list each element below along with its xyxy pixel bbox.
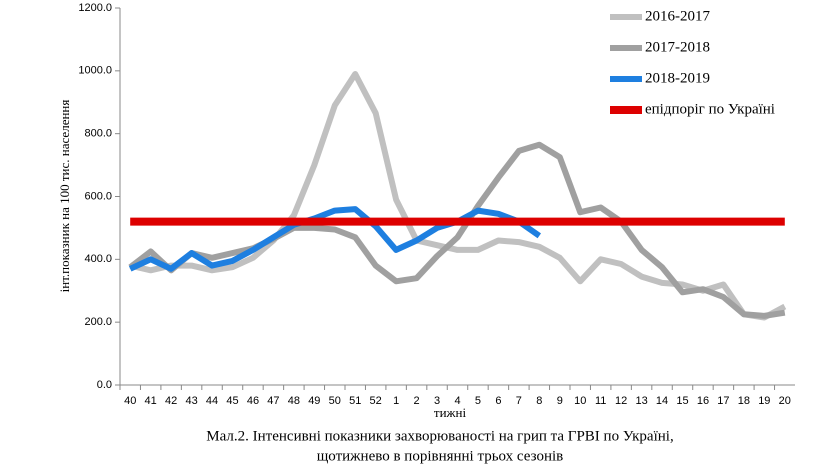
x-tick-label: 52 (370, 395, 382, 407)
x-tick-label: 18 (738, 395, 750, 407)
x-tick-label: 12 (615, 395, 627, 407)
y-tick-label: 400.0 (84, 253, 112, 265)
x-tick-label: 46 (247, 395, 259, 407)
x-tick-label: 13 (635, 395, 647, 407)
x-tick-label: 4 (454, 395, 460, 407)
x-tick-label: 16 (697, 395, 709, 407)
x-tick-label: 8 (536, 395, 542, 407)
x-axis-label: тижні (434, 405, 467, 420)
legend-label: епідпоріг по Україні (645, 101, 775, 117)
x-tick-label: 14 (656, 395, 668, 407)
legend-label: 2017-2018 (645, 39, 710, 55)
y-tick-label: 800.0 (84, 128, 112, 140)
x-tick-label: 10 (574, 395, 586, 407)
x-tick-label: 48 (288, 395, 300, 407)
x-tick-label: 9 (557, 395, 563, 407)
x-tick-label: 20 (779, 395, 791, 407)
x-tick-label: 11 (595, 395, 606, 407)
x-tick-label: 44 (206, 395, 218, 407)
x-tick-label: 15 (676, 395, 688, 407)
x-tick-label: 47 (267, 395, 279, 407)
x-tick-label: 50 (329, 395, 341, 407)
x-tick-label: 19 (758, 395, 770, 407)
x-tick-label: 43 (185, 395, 197, 407)
y-tick-label: 600.0 (84, 190, 112, 202)
y-tick-label: 200.0 (84, 316, 112, 328)
caption: щотижнево в порівнянні трьох сезонів (317, 448, 563, 464)
series-line (128, 206, 542, 272)
x-tick-label: 45 (226, 395, 238, 407)
x-tick-label: 41 (145, 395, 157, 407)
legend-label: 2018-2019 (645, 70, 710, 86)
x-tick-label: 3 (434, 395, 440, 407)
x-tick-label: 40 (124, 395, 136, 407)
x-tick-label: 6 (495, 395, 501, 407)
x-tick-label: 17 (717, 395, 729, 407)
x-tick-label: 49 (308, 395, 320, 407)
y-tick-label: 1200.0 (78, 2, 112, 14)
x-tick-label: 51 (349, 395, 361, 407)
caption: Мал.2. Інтенсивні показники захворюванос… (206, 428, 673, 444)
x-tick-label: 1 (393, 395, 399, 407)
y-tick-label: 1000.0 (78, 65, 112, 77)
series-line (128, 141, 786, 319)
legend-label: 2016-2017 (645, 8, 710, 24)
x-tick-label: 7 (516, 395, 522, 407)
y-tick-label: 0.0 (97, 379, 112, 391)
x-tick-label: 2 (414, 395, 420, 407)
y-axis-label: інт.показник на 100 тис. населення (57, 100, 72, 293)
x-tick-label: 42 (165, 395, 177, 407)
x-tick-label: 5 (475, 395, 481, 407)
